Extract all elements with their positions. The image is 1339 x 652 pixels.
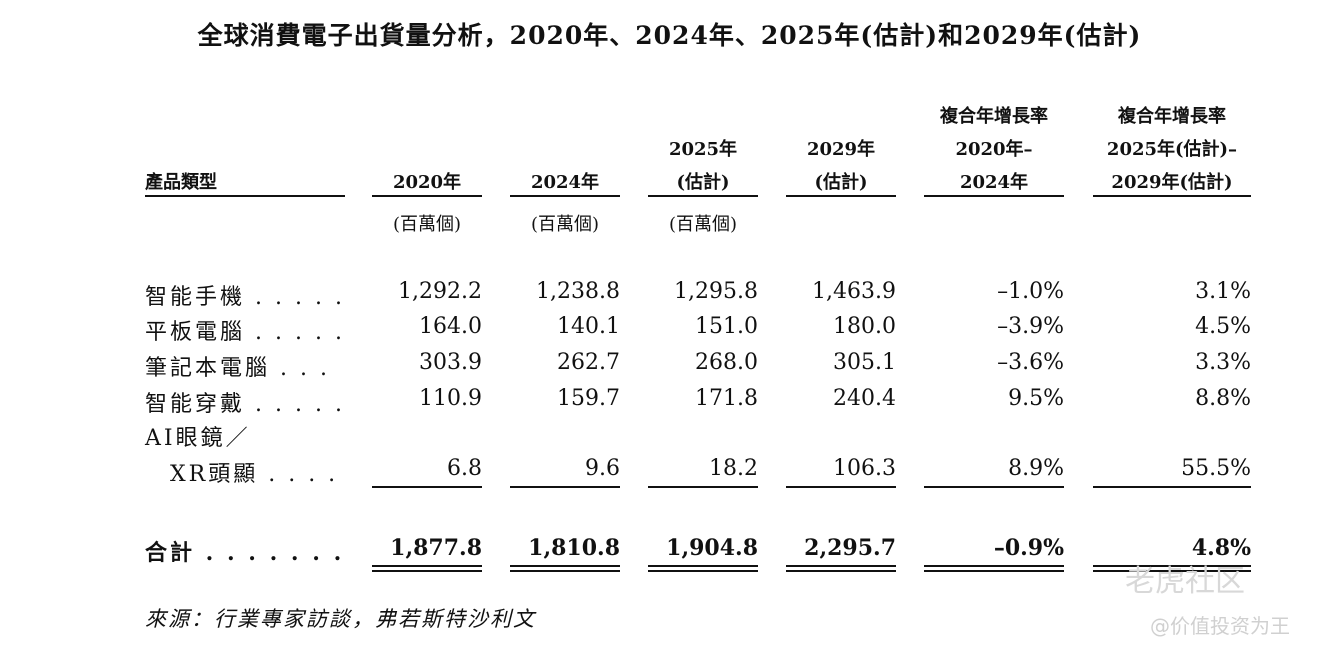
cell-value: 110.9 (419, 386, 482, 411)
header-2029e: 2029年 (估計) (806, 139, 876, 193)
cell-value: 106.3 (833, 456, 896, 481)
subtotal-rule (372, 486, 482, 488)
cell-value: 18.2 (709, 456, 758, 481)
total-double-rule (1093, 565, 1251, 567)
total-double-rule (924, 570, 1064, 572)
header-rule (145, 195, 345, 197)
total-category: 合計 . . . . . . . (145, 540, 345, 566)
cell-value: 151.0 (695, 314, 758, 339)
watermark-brand: 老虎社区 (1125, 564, 1245, 599)
header-rule (648, 195, 758, 197)
cell-value: 8.9% (1008, 456, 1064, 481)
header-rule (786, 195, 896, 197)
cell-value: 3.1% (1195, 279, 1251, 304)
cell-value: 8.8% (1195, 386, 1251, 411)
total-double-rule (786, 570, 896, 572)
cell-value: 240.4 (833, 386, 896, 411)
cell-value: –3.6% (997, 350, 1064, 375)
header-cagr-2025-2029: 複合年增長率 2025年(估計)– 2029年(估計) (1106, 106, 1238, 193)
header-2025e: 2025年 (估計) (668, 139, 738, 193)
unit-label: (百萬個) (668, 214, 738, 235)
row-category: XR頭顯 . . . . (170, 462, 339, 487)
cell-value: 6.8 (447, 456, 482, 481)
total-value: 1,877.8 (390, 535, 482, 561)
cell-value: 1,295.8 (674, 279, 758, 304)
cell-value: 305.1 (833, 350, 896, 375)
total-value: –0.9% (993, 535, 1064, 561)
header-rule (372, 195, 482, 197)
table-title: 全球消費電子出貨量分析，2020年、2024年、2025年(估計)和2029年(… (197, 21, 1142, 50)
total-value: 2,295.7 (804, 535, 896, 561)
total-double-rule (510, 565, 620, 567)
cell-value: 4.5% (1195, 314, 1251, 339)
row-category: 筆記本電腦 . . . (145, 356, 330, 381)
total-value: 1,904.8 (666, 535, 758, 561)
unit-label: (百萬個) (530, 214, 600, 235)
cell-value: 159.7 (557, 386, 620, 411)
cell-value: 140.1 (557, 314, 620, 339)
cell-value: –1.0% (997, 279, 1064, 304)
cell-value: 1,238.8 (536, 279, 620, 304)
header-rule (924, 195, 1064, 197)
total-double-rule (510, 570, 620, 572)
total-double-rule (786, 565, 896, 567)
total-double-rule (648, 565, 758, 567)
total-double-rule (924, 565, 1064, 567)
header-2024: 2024年 (530, 172, 600, 193)
row-category: 平板電腦 . . . . . (145, 320, 345, 345)
cell-value: –3.9% (997, 314, 1064, 339)
cell-value: 164.0 (419, 314, 482, 339)
row-category: 智能手機 . . . . . (145, 285, 345, 310)
unit-label: (百萬個) (392, 214, 462, 235)
header-cagr-2020-2024: 複合年增長率 2020年– 2024年 (940, 106, 1048, 193)
cell-value: 171.8 (695, 386, 758, 411)
cell-value: 1,292.2 (398, 279, 482, 304)
row-category-line1: AI眼鏡／ (145, 426, 251, 451)
subtotal-rule (1093, 486, 1251, 488)
source-note: 來源：行業專家訪談，弗若斯特沙利文 (145, 607, 536, 631)
total-double-rule (1093, 570, 1251, 572)
row-category: 智能穿戴 . . . . . (145, 392, 345, 417)
cell-value: 303.9 (419, 350, 482, 375)
cell-value: 55.5% (1181, 456, 1251, 481)
cell-value: 262.7 (557, 350, 620, 375)
header-rule (510, 195, 620, 197)
subtotal-rule (924, 486, 1064, 488)
subtotal-rule (786, 486, 896, 488)
header-product-type: 產品類型 (145, 172, 217, 193)
subtotal-rule (510, 486, 620, 488)
total-double-rule (648, 570, 758, 572)
header-rule (1093, 195, 1251, 197)
watermark-handle: @价值投资为王 (1150, 614, 1290, 638)
total-value: 4.8% (1191, 535, 1251, 561)
cell-value: 9.6 (585, 456, 620, 481)
cell-value: 268.0 (695, 350, 758, 375)
subtotal-rule (648, 486, 758, 488)
cell-value: 3.3% (1195, 350, 1251, 375)
cell-value: 1,463.9 (812, 279, 896, 304)
total-double-rule (372, 565, 482, 567)
total-double-rule (372, 570, 482, 572)
total-value: 1,810.8 (528, 535, 620, 561)
cell-value: 180.0 (833, 314, 896, 339)
header-2020: 2020年 (392, 172, 462, 193)
cell-value: 9.5% (1008, 386, 1064, 411)
